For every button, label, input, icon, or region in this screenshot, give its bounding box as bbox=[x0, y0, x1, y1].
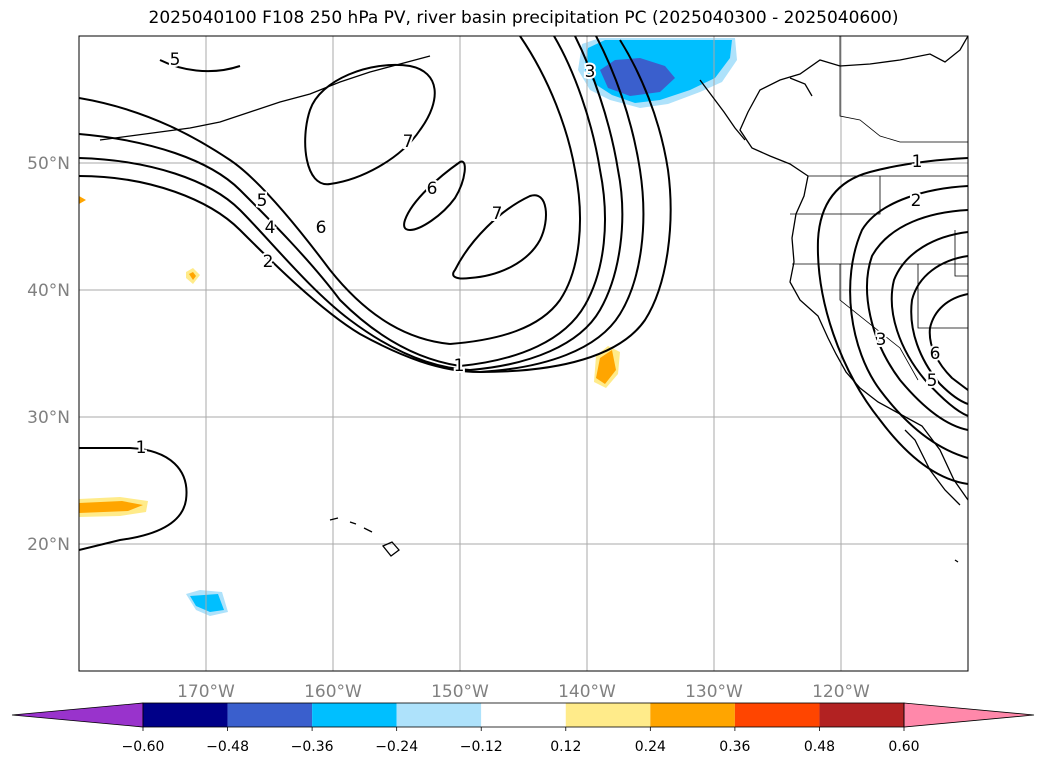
contour-label: 2 bbox=[911, 191, 922, 211]
colorbar-segment bbox=[565, 703, 651, 727]
longitude-tick-label: 170°W bbox=[177, 682, 235, 702]
contour-trough-5 bbox=[479, 39, 672, 373]
colorbar-extend-min bbox=[11, 702, 144, 728]
contour-west-2 bbox=[79, 133, 461, 367]
colorbar-tick-label: −0.36 bbox=[291, 739, 334, 755]
island-hawaii-big bbox=[381, 541, 400, 557]
contour-label: 3 bbox=[876, 330, 887, 350]
contour-5-top bbox=[159, 59, 241, 73]
contour-label: 6 bbox=[316, 218, 327, 238]
contour-west-4 bbox=[79, 175, 481, 373]
contour-labels: 5 7 6 7 5 4 6 2 1 1 1 2 3 6 5 3 bbox=[134, 48, 943, 460]
colorbar-segment bbox=[143, 703, 228, 727]
contour-trough-4 bbox=[479, 36, 645, 373]
shading-west-edge bbox=[79, 196, 86, 204]
colorbar-segment bbox=[396, 703, 482, 727]
graticule bbox=[79, 36, 968, 671]
colorbar-segment bbox=[819, 703, 904, 727]
contour-closed-7-north bbox=[304, 64, 436, 186]
shading-east-pacific-orange bbox=[596, 350, 616, 384]
island-small-2 bbox=[954, 559, 959, 563]
colorbar-extend-max bbox=[903, 702, 1035, 728]
colorbar-outline bbox=[142, 702, 905, 728]
colorbar-segment bbox=[734, 703, 820, 727]
colorbar-tick-label: −0.48 bbox=[206, 739, 249, 755]
shading-west-pacific-orange bbox=[79, 501, 143, 513]
pv-contours bbox=[79, 36, 968, 551]
contour-east-3 bbox=[866, 209, 968, 431]
contour-label: 2 bbox=[263, 252, 274, 272]
contour-label: 5 bbox=[170, 50, 181, 70]
coastlines bbox=[99, 36, 968, 506]
shading-small-orange bbox=[189, 272, 196, 280]
longitude-labels: 170°W 160°W 150°W 140°W 130°W 120°W bbox=[177, 682, 870, 702]
contour-east-5 bbox=[910, 255, 968, 405]
plot-area bbox=[79, 36, 968, 671]
contour-label: 1 bbox=[454, 356, 465, 376]
figure-title: 2025040100 F108 250 hPa PV, river basin … bbox=[148, 8, 899, 28]
contour-label: 1 bbox=[136, 438, 147, 458]
island-hawaii-chain bbox=[329, 517, 373, 533]
contour-closed-6 bbox=[403, 160, 466, 232]
colorbar-segment bbox=[481, 703, 566, 727]
longitude-tick-label: 120°W bbox=[812, 682, 870, 702]
coast-alaska-panhandle bbox=[699, 79, 746, 141]
colorbar-tick-label: −0.12 bbox=[460, 739, 503, 755]
colorbar-tick-label: 0.24 bbox=[635, 739, 666, 755]
longitude-tick-label: 150°W bbox=[431, 682, 489, 702]
latitude-labels: 20°N 30°N 40°N 50°N bbox=[27, 154, 70, 555]
contour-sw-1 bbox=[79, 447, 188, 551]
contour-label: 4 bbox=[265, 218, 276, 238]
shading-south-mid bbox=[190, 594, 224, 612]
contour-trough-3 bbox=[469, 36, 624, 371]
colorbar-tick-label: −0.60 bbox=[122, 739, 165, 755]
contour-trough-2 bbox=[459, 36, 606, 367]
colorbar-tick-label: 0.36 bbox=[719, 739, 750, 755]
contour-west-3 bbox=[79, 157, 471, 371]
colorbar-tick-label: 0.48 bbox=[804, 739, 835, 755]
colorbar-tick-label: −0.24 bbox=[375, 739, 418, 755]
colorbar-segment bbox=[227, 703, 313, 727]
contour-west-1 bbox=[79, 97, 451, 345]
shading-layer bbox=[79, 38, 737, 616]
contour-label: 3 bbox=[585, 62, 596, 82]
longitude-tick-label: 130°W bbox=[685, 682, 743, 702]
colorbar: −0.60 −0.48 −0.36 −0.24 −0.12 0.12 0.24 0.36 0.4… bbox=[11, 702, 1035, 755]
longitude-tick-label: 140°W bbox=[558, 682, 616, 702]
border-states-3 bbox=[839, 264, 919, 381]
colorbar-tick-label: 0.60 bbox=[888, 739, 919, 755]
contour-east-4 bbox=[890, 231, 968, 417]
contour-label: 7 bbox=[403, 132, 414, 152]
border-states-1 bbox=[790, 176, 881, 215]
latitude-tick-label: 40°N bbox=[27, 281, 70, 301]
latitude-tick-label: 20°N bbox=[27, 535, 70, 555]
contour-closed-7-south bbox=[452, 194, 547, 280]
contour-label: 6 bbox=[930, 344, 941, 364]
latitude-tick-label: 50°N bbox=[27, 154, 70, 174]
contour-trough-1 bbox=[449, 36, 581, 345]
plot-frame bbox=[78, 35, 969, 672]
coast-north-america bbox=[739, 36, 968, 501]
border-alaska-canada bbox=[839, 36, 968, 143]
islands bbox=[329, 77, 959, 563]
coast-aleutians bbox=[99, 55, 431, 141]
contour-label: 5 bbox=[927, 371, 938, 391]
longitude-tick-label: 160°W bbox=[304, 682, 362, 702]
colorbar-segment bbox=[650, 703, 735, 727]
contour-label: 1 bbox=[912, 152, 923, 172]
contour-east-2 bbox=[849, 185, 968, 459]
colorbar-segment bbox=[312, 703, 397, 727]
contour-label: 5 bbox=[257, 191, 268, 211]
contour-east-6 bbox=[928, 293, 968, 391]
contour-label: 7 bbox=[492, 204, 503, 224]
contour-east-1 bbox=[816, 157, 968, 485]
colorbar-tick-label: 0.12 bbox=[550, 739, 581, 755]
contour-label: 6 bbox=[427, 179, 438, 199]
border-states-5 bbox=[954, 230, 968, 277]
island-small-1 bbox=[789, 77, 813, 97]
latitude-tick-label: 30°N bbox=[27, 408, 70, 428]
